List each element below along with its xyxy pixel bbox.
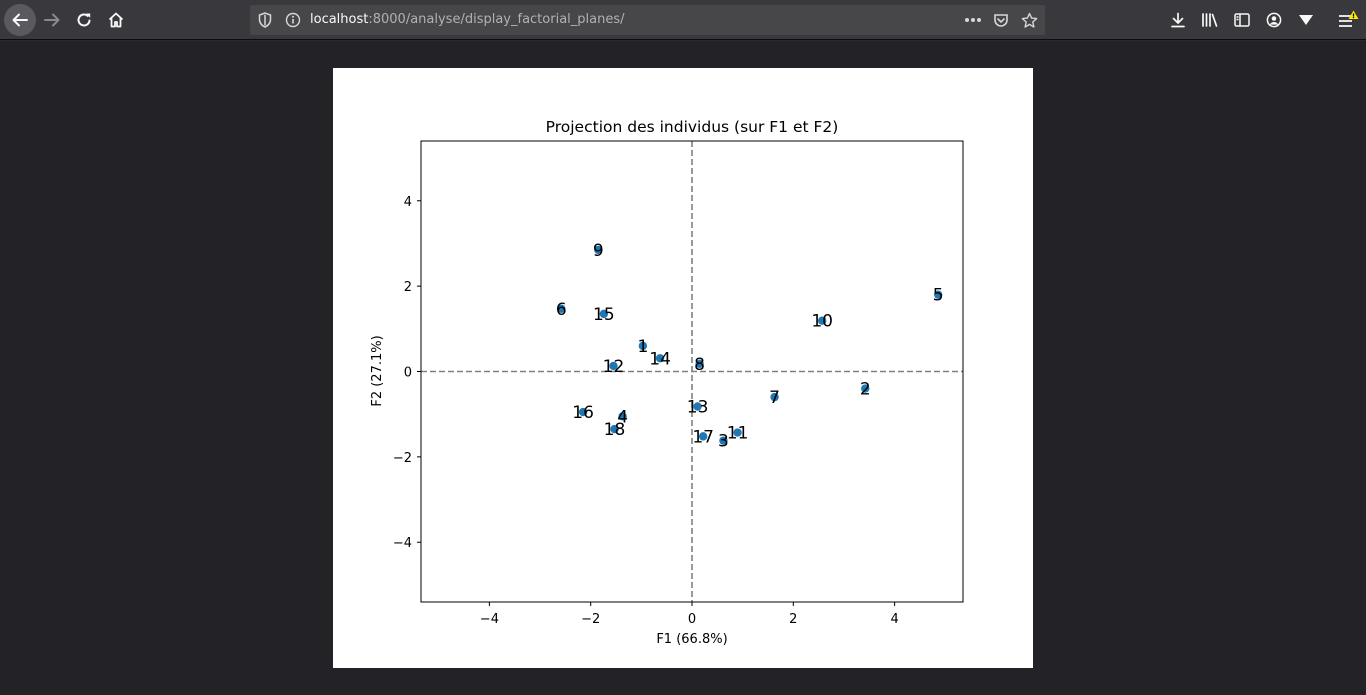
account-button[interactable]	[1258, 4, 1290, 36]
data-label-13: 13	[687, 398, 709, 418]
data-point-15	[599, 309, 609, 319]
data-point-3	[719, 436, 728, 445]
data-label-3: 3	[718, 432, 729, 452]
home-icon	[108, 12, 124, 28]
data-point-12	[609, 361, 618, 371]
downloads-button[interactable]	[1162, 4, 1194, 36]
data-point-4	[618, 412, 627, 421]
home-button[interactable]	[100, 4, 132, 36]
y-tick-label-3: 2	[404, 280, 412, 295]
data-point-10	[817, 316, 827, 325]
data-point-18	[610, 424, 619, 434]
data-point-6	[557, 304, 566, 313]
reload-icon	[77, 13, 91, 27]
data-label-14: 14	[649, 349, 671, 369]
data-point-13	[693, 402, 702, 411]
chart-figure: 1 2 3 4 5 6 7 8 9 10 11 12 13 14 15 16 17 18 −4 −2 0 2 4 −4 −2 0 2…	[333, 68, 1033, 668]
y-tick-label-0: −4	[393, 536, 412, 551]
data-label-17: 17	[692, 427, 714, 447]
more-dots-icon[interactable]	[964, 11, 982, 29]
data-label-18: 18	[604, 420, 626, 440]
arrow-left-icon	[12, 13, 28, 27]
data-point-1	[638, 341, 648, 351]
data-label-15: 15	[593, 305, 615, 325]
y-axis-label: F2 (27.1%)	[370, 335, 385, 406]
hamburger-menu-icon	[1339, 10, 1359, 27]
download-icon	[1171, 12, 1185, 28]
data-label-5: 5	[933, 286, 944, 306]
data-point-17	[698, 432, 708, 441]
data-label-12: 12	[603, 357, 625, 377]
url-text[interactable]: localhost:8000/analyse/display_factorial…	[310, 12, 625, 27]
data-label-11: 11	[727, 424, 749, 444]
forward-button[interactable]	[36, 4, 68, 36]
data-point-9	[594, 245, 603, 255]
x-tick-label-0: −4	[480, 612, 499, 627]
sidebar-icon	[1234, 13, 1250, 27]
pocket-icon[interactable]	[992, 11, 1010, 29]
chart-title: Projection des individus (sur F1 et F2)	[546, 118, 839, 136]
x-tick-label-3: 2	[789, 612, 797, 627]
data-point-11	[733, 428, 742, 437]
arrow-right-icon	[44, 13, 60, 27]
star-icon[interactable]	[1020, 11, 1038, 29]
library-button[interactable]	[1194, 4, 1226, 36]
sidebar-button[interactable]	[1226, 4, 1258, 36]
browser-toolbar: localhost:8000/analyse/display_factorial…	[0, 0, 1366, 40]
y-tick-label-2: 0	[404, 366, 412, 381]
data-label-6: 6	[556, 300, 567, 320]
extension-button[interactable]	[1290, 4, 1322, 36]
y-tick-label-4: 4	[404, 195, 412, 210]
data-point-2	[861, 384, 870, 393]
y-tick-label-1: −2	[393, 451, 412, 466]
data-point-14	[655, 354, 665, 363]
data-label-16: 16	[572, 403, 594, 423]
url-host: localhost	[310, 12, 369, 27]
back-button[interactable]	[4, 4, 36, 36]
reload-button[interactable]	[68, 4, 100, 36]
menu-button[interactable]	[1332, 4, 1364, 36]
info-icon[interactable]	[284, 11, 302, 29]
x-tick-label-1: −2	[581, 612, 600, 627]
data-point-16	[578, 407, 588, 417]
url-path: :8000/analyse/display_factorial_planes/	[368, 12, 625, 27]
data-label-2: 2	[860, 380, 871, 400]
data-label-1: 1	[637, 337, 648, 357]
data-label-8: 8	[694, 355, 705, 375]
data-point-5	[933, 290, 943, 299]
account-icon	[1266, 12, 1282, 28]
library-icon	[1202, 13, 1218, 27]
page-content: 1 2 3 4 5 6 7 8 9 10 11 12 13 14 15 16 17 18 −4 −2 0 2 4 −4 −2 0 2…	[0, 41, 1366, 695]
data-label-10: 10	[811, 312, 833, 332]
data-point-8	[695, 359, 704, 369]
data-label-9: 9	[593, 241, 604, 261]
x-tick-label-4: 4	[890, 612, 898, 627]
url-bar[interactable]: localhost:8000/analyse/display_factorial…	[250, 5, 1045, 35]
data-label-7: 7	[769, 388, 780, 408]
x-axis-label: F1 (66.8%)	[656, 632, 727, 647]
shield-icon[interactable]	[256, 11, 274, 29]
x-tick-label-2: 0	[688, 612, 696, 627]
data-point-7	[770, 392, 779, 402]
data-label-4: 4	[617, 407, 628, 427]
extension-icon	[1299, 15, 1313, 25]
